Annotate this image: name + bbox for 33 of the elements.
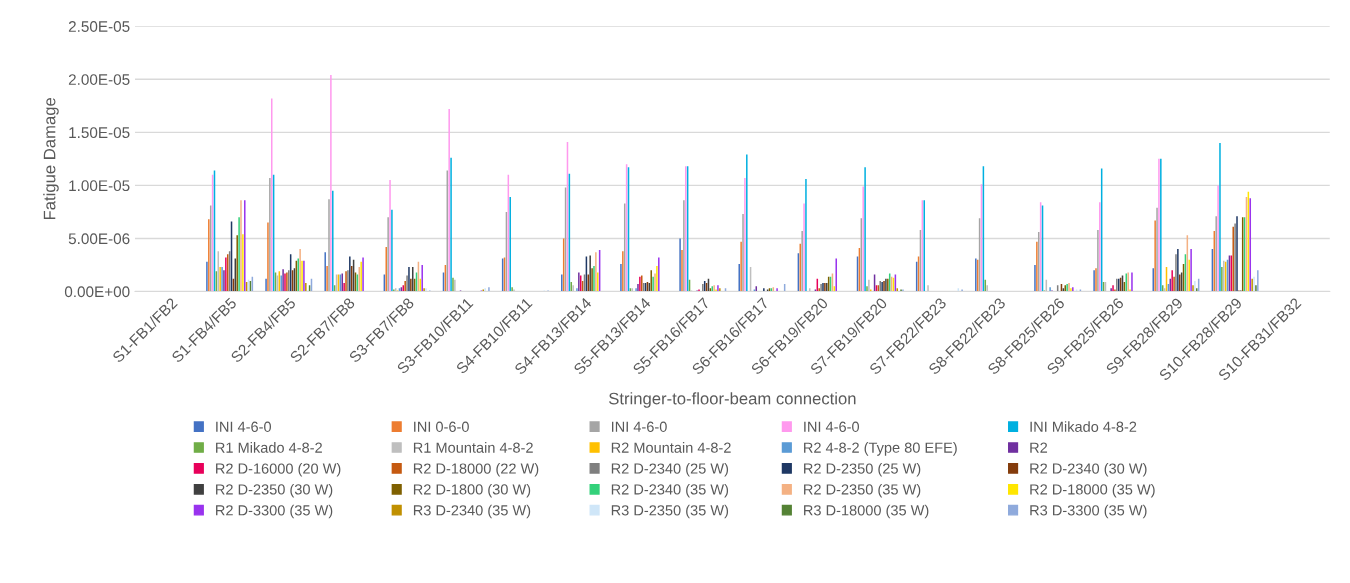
- legend-label: INI 4-6-0: [611, 421, 667, 432]
- y-axis-title: Fatigue Damage: [43, 97, 59, 220]
- legend-label: R1 Mountain 4-8-2: [413, 442, 533, 453]
- legend-label: R2 D-16000 (20 W): [216, 463, 341, 477]
- legend-label: R3 D-2340 (35 W): [413, 504, 531, 519]
- y-tick-label: 2.50E-05: [68, 21, 130, 32]
- legend-label: INI 4-6-0: [804, 421, 860, 432]
- y-tick-label: 1.00E-05: [69, 180, 130, 192]
- legend-label: R3 D-2350 (35 W): [611, 504, 729, 519]
- y-tick-label: 0.00E+00: [64, 286, 130, 298]
- x-axis-title: Stringer-to-floor-beam connection: [609, 392, 856, 408]
- legend-label: INI 4-6-0: [216, 421, 272, 432]
- legend-label: R2 D-18000 (35 W): [1030, 483, 1155, 498]
- y-tick-label: 2.00E-05: [68, 74, 130, 85]
- legend-label: R2 D-3300 (35 W): [216, 504, 333, 519]
- legend-label: R3 D-18000 (35 W): [804, 504, 929, 519]
- legend-label: INI Mikado 4-8-2: [1030, 421, 1137, 432]
- legend-label: R2 D-1800 (30 W): [413, 483, 531, 498]
- legend-label: R2: [1030, 442, 1048, 453]
- legend-label: R1 Mikado 4-8-2: [216, 442, 322, 453]
- y-tick-label: 5.00E-06: [68, 233, 130, 245]
- y-tick-label: 1.50E-05: [69, 127, 130, 139]
- legend-label: R2 D-2350 (35 W): [804, 483, 921, 498]
- legend-label: R2 D-2340 (35 W): [611, 483, 729, 498]
- legend-label: R2 D-2350 (30 W): [216, 483, 333, 498]
- legend-label: R2 D-2340 (30 W): [1030, 463, 1147, 477]
- legend-label: R2 D-2350 (25 W): [804, 463, 921, 477]
- legend-label: R2 4-8-2 (Type 80 EFE): [804, 442, 957, 456]
- legend-label: R2 D-2340 (25 W): [611, 463, 729, 477]
- legend-label: INI 0-6-0: [414, 421, 469, 432]
- legend-label: R2 Mountain 4-8-2: [611, 442, 731, 453]
- legend-label: R2 D-18000 (22 W): [413, 463, 539, 477]
- legend-label: R3 D-3300 (35 W): [1030, 504, 1147, 519]
